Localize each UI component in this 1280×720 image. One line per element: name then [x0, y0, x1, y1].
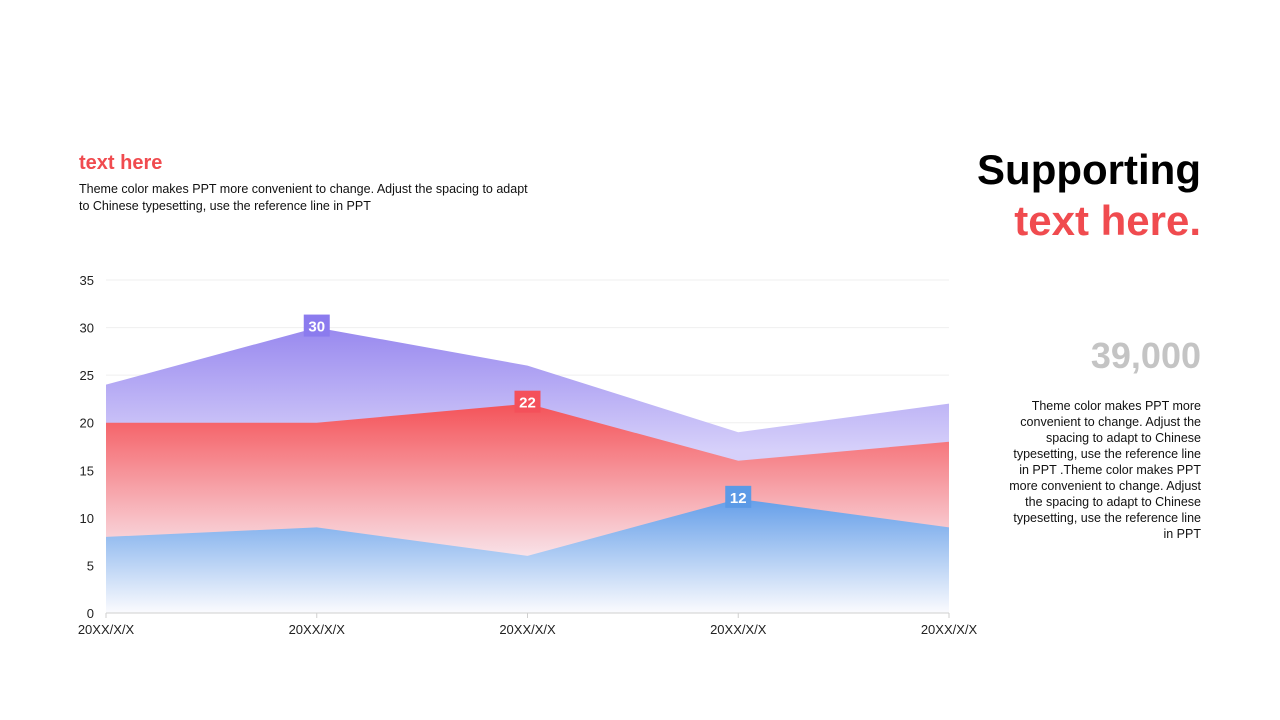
y-tick-label: 30 [80, 321, 94, 336]
data-label: 30 [308, 319, 325, 336]
data-label: 22 [519, 395, 536, 412]
area-series-3 [106, 498, 949, 613]
x-tick-label: 20XX/X/X [499, 622, 556, 637]
x-tick-label: 20XX/X/X [710, 622, 767, 637]
x-tick-label: 20XX/X/X [289, 622, 346, 637]
supporting-title-line1: Supporting [977, 146, 1201, 193]
y-tick-label: 20 [80, 416, 94, 431]
x-tick-label: 20XX/X/X [921, 622, 978, 637]
supporting-title-line2: text here. [1014, 197, 1201, 244]
y-tick-label: 5 [87, 558, 94, 573]
y-tick-label: 0 [87, 606, 94, 621]
y-tick-label: 10 [80, 511, 94, 526]
y-tick-label: 35 [80, 273, 94, 288]
right-description: Theme color makes PPT more convenient to… [1009, 399, 1201, 541]
highlight-number: 39,000 [1090, 335, 1201, 376]
data-label-background [514, 390, 541, 413]
left-heading: text here [79, 152, 163, 174]
x-tick-label: 20XX/X/X [78, 622, 135, 637]
y-tick-label: 25 [80, 368, 94, 383]
data-label: 12 [730, 490, 747, 507]
data-label-background [725, 485, 752, 508]
y-tick-label: 15 [80, 463, 94, 478]
left-description: Theme color makes PPT more convenient to… [79, 182, 528, 213]
data-label-background [303, 314, 330, 337]
